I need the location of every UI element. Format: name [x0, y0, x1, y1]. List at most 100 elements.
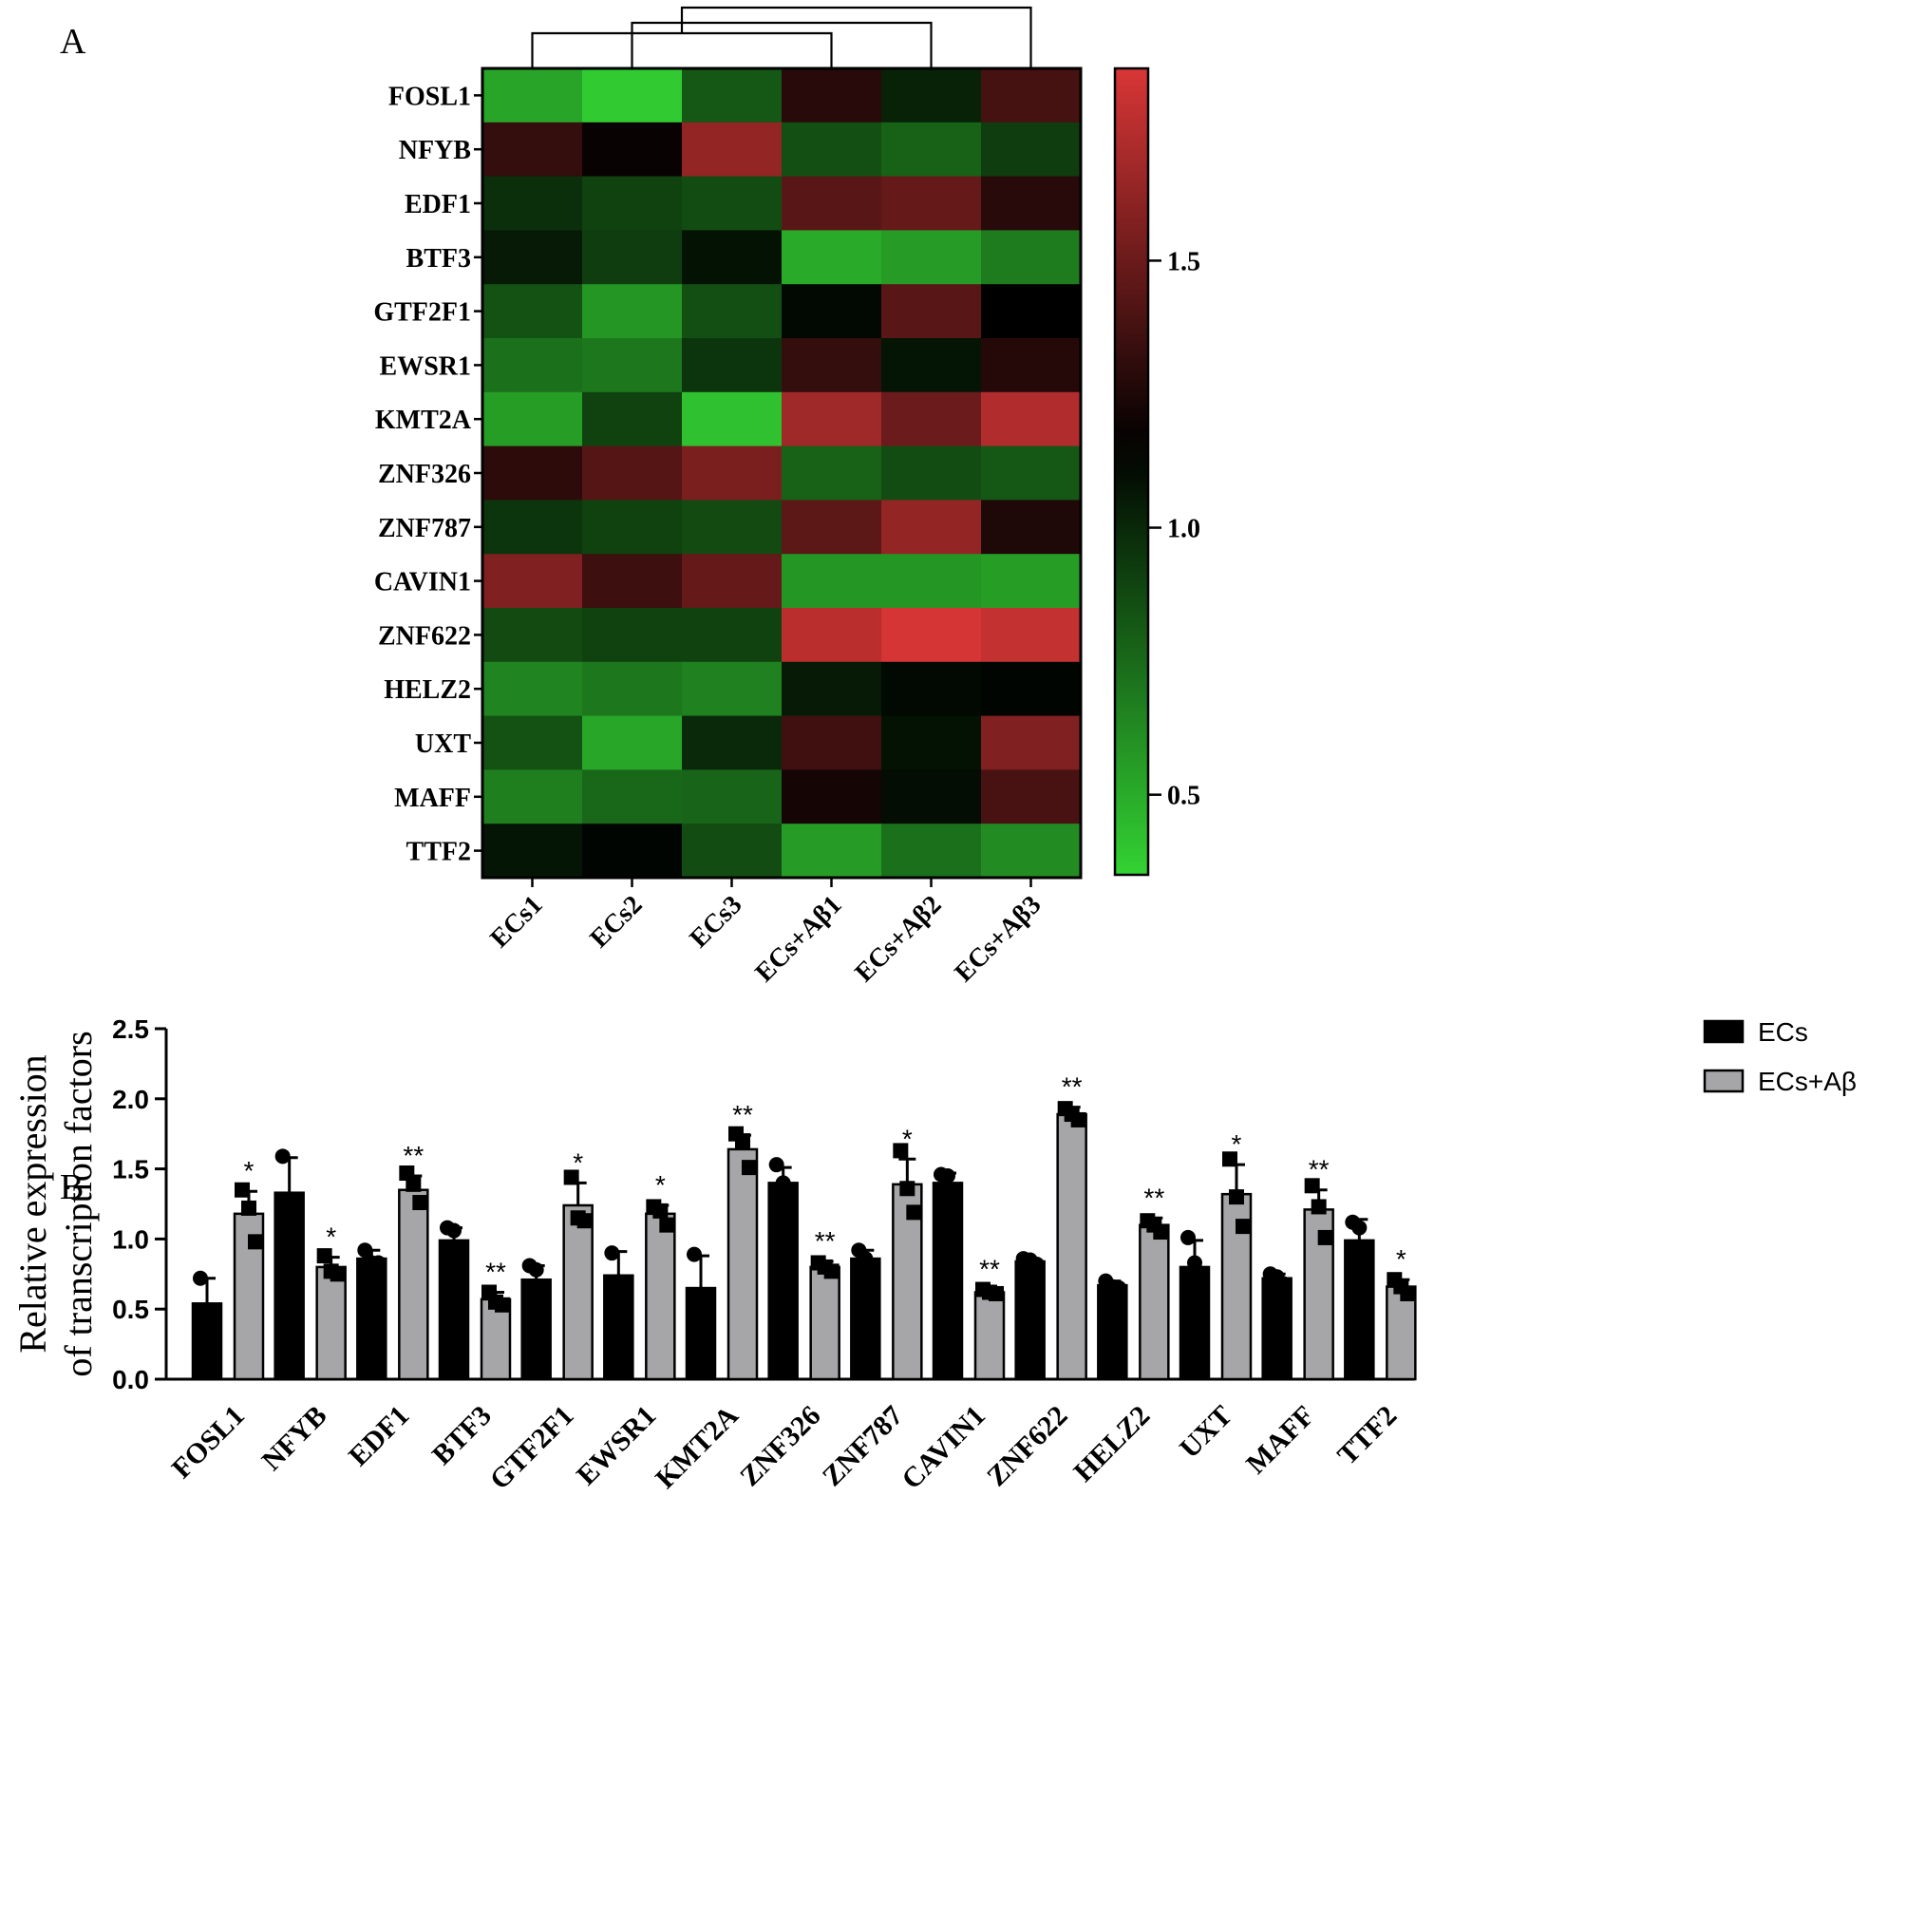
heatmap-cell [981, 824, 1082, 879]
data-point [206, 1311, 221, 1327]
data-point [1070, 1111, 1086, 1127]
bar-ecs [767, 1182, 799, 1381]
heatmap-cell [881, 769, 982, 824]
bar-ecs [1097, 1283, 1128, 1381]
data-point [330, 1266, 346, 1282]
heatmap-cell [981, 608, 1082, 663]
data-point [906, 1204, 922, 1221]
heatmap-cell [782, 445, 882, 501]
bar-chart-legend: ECs ECs+Aβ [1703, 1017, 1857, 1096]
heatmap-cell [981, 230, 1082, 285]
panel-label-b: B [60, 1167, 84, 1207]
data-point [768, 1157, 784, 1173]
heatmap-cell [582, 608, 683, 663]
data-point [1304, 1178, 1320, 1194]
heatmap-cell [582, 661, 683, 717]
legend-label: ECs+Aβ [1758, 1067, 1857, 1096]
data-point [446, 1222, 462, 1239]
data-point [947, 1190, 962, 1206]
heatmap-row-label: ZNF622 [378, 621, 471, 651]
bar-ecs-abeta [1056, 1112, 1087, 1381]
data-point [528, 1261, 544, 1278]
heatmap-cell [582, 554, 683, 609]
heatmap-row-label: NFYB [399, 136, 471, 165]
heatmap-row-label: UXT [415, 729, 471, 759]
data-point [1358, 1263, 1374, 1279]
heatmap-cell [482, 500, 583, 555]
significance-label: ** [485, 1257, 506, 1286]
colorbar-tick-label: 1.5 [1167, 247, 1200, 276]
heatmap-cell [881, 715, 982, 770]
data-point [1187, 1255, 1202, 1271]
data-point [241, 1200, 256, 1216]
y-axis-tick-label: 1.5 [112, 1155, 149, 1184]
legend-swatch [1703, 1069, 1745, 1093]
heatmap-cell [981, 715, 1082, 770]
heatmap-cell [582, 824, 683, 879]
data-point [1180, 1229, 1196, 1245]
bar-ecs [1179, 1265, 1211, 1381]
heatmap-cell [881, 445, 982, 501]
data-point [406, 1176, 422, 1192]
heatmap-cell [981, 661, 1082, 717]
heatmap-cells [481, 66, 1083, 880]
heatmap-cell [482, 122, 583, 178]
significance-label: * [655, 1170, 666, 1200]
colorbar-tick-label: 0.5 [1167, 782, 1200, 811]
significance-label: * [573, 1147, 583, 1177]
heatmap-cell [981, 500, 1082, 555]
heatmap-cell [482, 391, 583, 447]
colorbar-bar [1113, 66, 1150, 877]
heatmap-cell [582, 284, 683, 339]
heatmap-row-label: HELZ2 [384, 675, 471, 705]
dendrogram-branch [680, 6, 1032, 68]
heatmap-cell [482, 769, 583, 824]
heatmap-row-label: CAVIN1 [374, 568, 471, 597]
significance-label: * [1396, 1244, 1406, 1274]
data-point [899, 1181, 915, 1197]
heatmap-cell [682, 500, 783, 555]
bar-chart-bars: *********************** [191, 1072, 1417, 1381]
data-point [453, 1255, 468, 1271]
heatmap-cell [482, 176, 583, 231]
heatmap-cell [582, 230, 683, 285]
column-dendrogram [531, 6, 1032, 68]
bar-ecs-abeta [398, 1188, 429, 1381]
y-axis-label-line2: of transcription factors [57, 1031, 100, 1376]
heatmap-cell [682, 176, 783, 231]
heatmap-cell [782, 661, 882, 717]
heatmap-cell [582, 769, 683, 824]
data-point [1153, 1224, 1169, 1241]
heatmap-cell [582, 176, 683, 231]
heatmap-cell [682, 608, 783, 663]
heatmap-row-labels: FOSL1 NFYB EDF1 BTF3 GTF2F1 EWSR1 KMT2A ZNF326 Z… [373, 82, 482, 867]
bar-ecs-abeta [562, 1203, 594, 1381]
data-point [604, 1245, 620, 1261]
heatmap-cell [682, 68, 783, 123]
heatmap-cell [482, 824, 583, 879]
data-point [687, 1246, 702, 1262]
heatmap-colorbar: 0.5 1.0 1.5 [1113, 66, 1200, 877]
y-axis-tick-label: 0.5 [112, 1295, 149, 1324]
panel-label-a: A [60, 22, 86, 62]
data-point [735, 1133, 750, 1149]
significance-label: ** [1309, 1155, 1330, 1184]
heatmap-row-label: TTF2 [406, 838, 471, 867]
heatmap-cell [981, 68, 1082, 123]
heatmap-row-label: EWSR1 [380, 351, 471, 381]
heatmap-row-label: BTF3 [406, 244, 471, 274]
heatmap-cell [881, 284, 982, 339]
heatmap-cell [682, 661, 783, 717]
data-point [742, 1160, 757, 1176]
data-point [1236, 1219, 1251, 1235]
heatmap-cell [482, 661, 583, 717]
data-point [782, 1193, 798, 1209]
data-point [1400, 1285, 1416, 1301]
heatmap-cell [682, 284, 783, 339]
data-point [576, 1213, 593, 1229]
data-point [775, 1175, 791, 1191]
heatmap-cell [981, 338, 1082, 393]
colorbar-tick-label: 1.0 [1167, 515, 1200, 544]
heatmap-cell [782, 338, 882, 393]
